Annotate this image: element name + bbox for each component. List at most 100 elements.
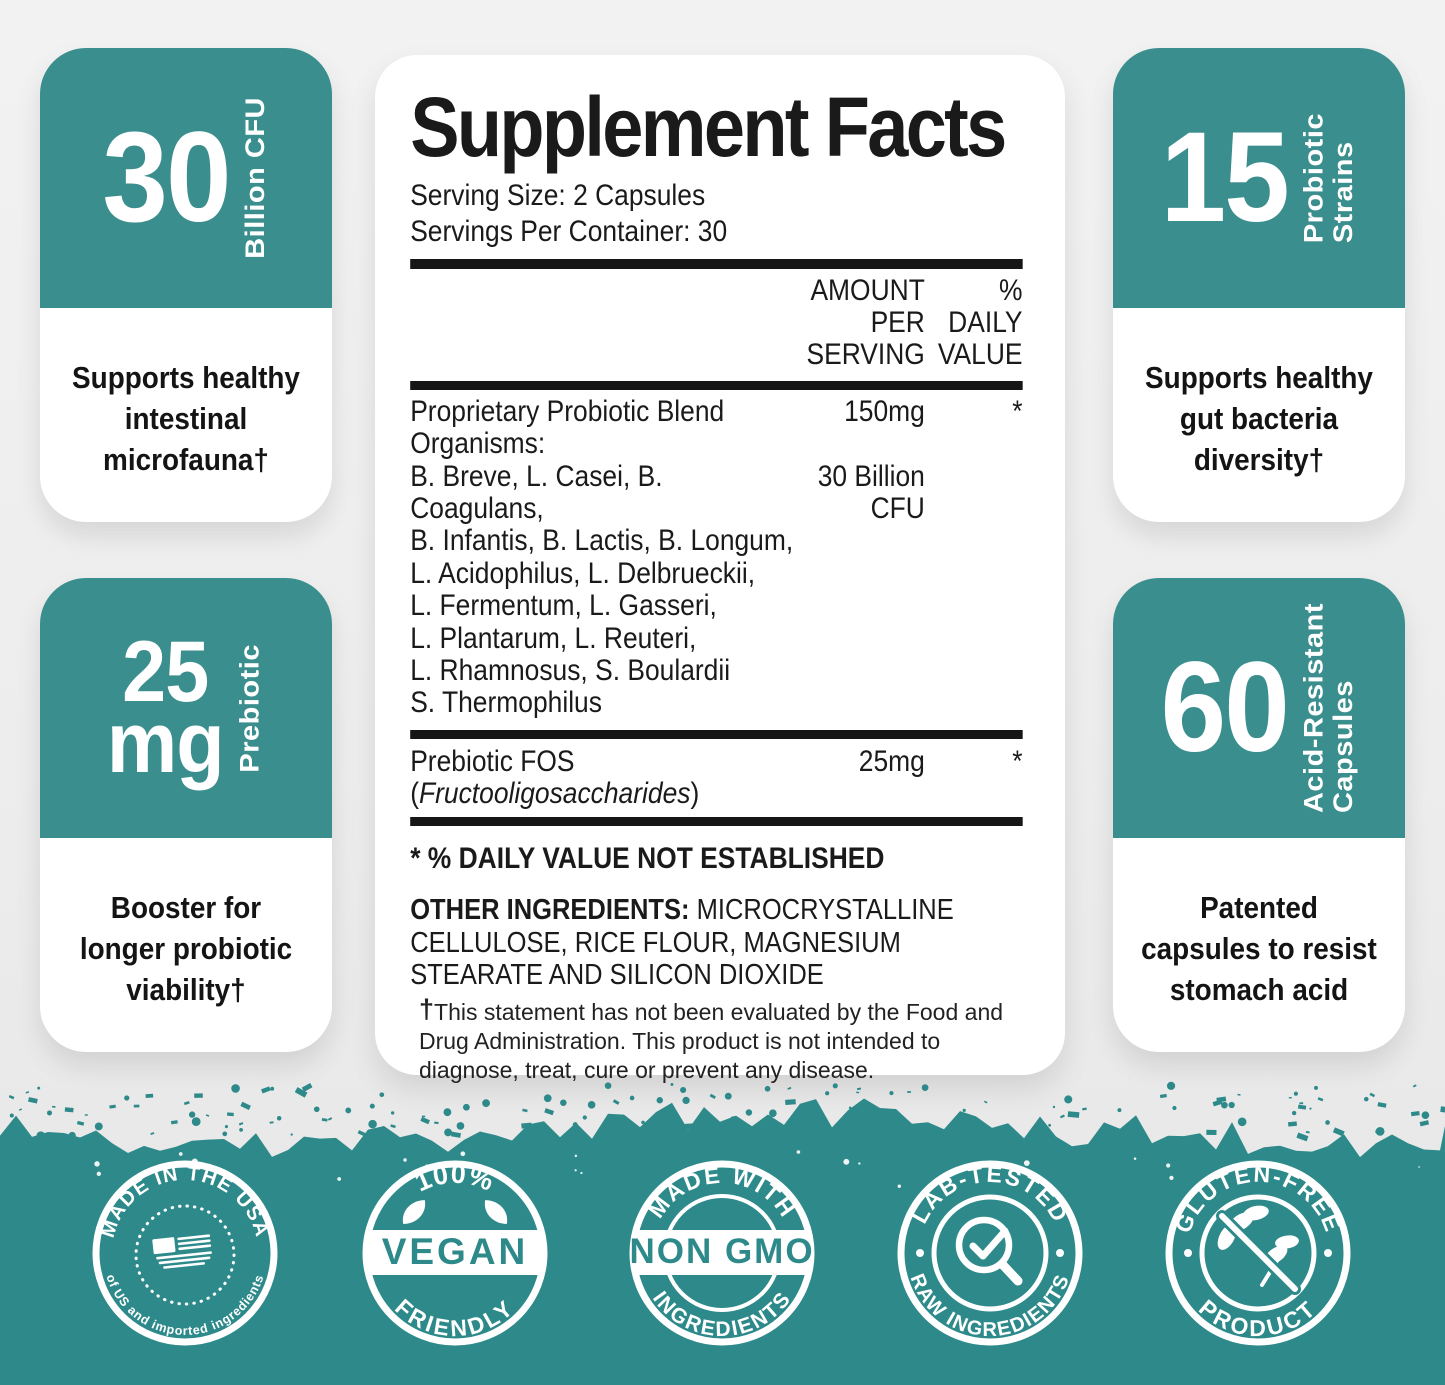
speckle: [301, 1083, 313, 1092]
blend-amount: 150mg: [844, 394, 925, 428]
speckle: [574, 1154, 578, 1158]
speckle: [897, 1184, 901, 1188]
speckle: [1291, 1110, 1297, 1116]
speckle: [178, 1152, 183, 1156]
speckle: [1117, 1108, 1122, 1113]
speckle: [345, 1107, 352, 1114]
stat-caption: Supports healthy gut bacteria diversity†: [1145, 360, 1373, 477]
stat-card-caption-area: Booster for longer probiotic viability†: [40, 838, 332, 1052]
speckle: [462, 1103, 470, 1111]
speckle: [666, 1111, 674, 1119]
speckle: [1332, 1127, 1345, 1137]
stat-card-30-billion-cfu: 30 Billion CFU Supports healthy intestin…: [40, 48, 332, 522]
dagger-symbol: †: [419, 993, 435, 1024]
speckle: [1059, 1114, 1065, 1119]
badge-made-in-usa: MADE IN THE USA of US and imported ingre…: [90, 1158, 280, 1348]
stat-card-25mg-prebiotic: 25 mg Prebiotic Booster for longer probi…: [40, 578, 332, 1052]
inner-circle: [1199, 1194, 1317, 1312]
speckle: [94, 1161, 100, 1167]
organism-line: B. Infantis, B. Lactis, B. Longum,: [410, 524, 794, 558]
speckle: [1048, 1123, 1052, 1127]
speckle: [170, 1120, 178, 1125]
speckle: [1369, 1092, 1376, 1098]
stat-card-caption-area: Supports healthy gut bacteria diversity†: [1113, 308, 1405, 522]
speckle: [205, 1114, 210, 1117]
speckle: [1297, 1104, 1307, 1110]
blend-name: Proprietary Probiotic Blend: [410, 394, 725, 428]
speckle: [962, 1108, 966, 1113]
speckle: [1296, 1132, 1309, 1142]
stat-caption: Supports healthy intestinal microfauna†: [72, 360, 300, 477]
speckle: [572, 1122, 578, 1128]
speckle: [921, 1084, 929, 1091]
speckle: [68, 1131, 76, 1140]
servings-per-container: Servings Per Container: 30: [410, 215, 728, 249]
speckle: [1440, 1106, 1445, 1114]
speckle: [76, 1120, 85, 1126]
speckle: [133, 1104, 140, 1108]
speckle: [1101, 1128, 1110, 1134]
organism-line: L. Plantarum, L. Reuteri,: [410, 621, 697, 655]
speckle: [670, 1082, 674, 1086]
speckle: [582, 1115, 587, 1120]
speckle: [313, 1106, 320, 1113]
speckle: [850, 1106, 858, 1112]
speckle: [1228, 1101, 1235, 1109]
speckle: [47, 1110, 53, 1116]
speckle: [421, 1115, 426, 1118]
speckle: [294, 1087, 308, 1098]
stat-card-teal-header: 15 Probiotic Strains: [1113, 48, 1405, 308]
divider-bar: [410, 380, 1023, 390]
speckle: [629, 1095, 635, 1101]
organisms-label: Organisms:: [410, 427, 546, 461]
divider-bar: [410, 729, 1023, 739]
speckle: [390, 1124, 396, 1129]
speckle: [1169, 1175, 1174, 1181]
stat-card-caption-area: Supports healthy intestinal microfauna†: [40, 308, 332, 522]
speckle: [52, 1105, 56, 1108]
speckle: [562, 1134, 574, 1142]
column-header-daily-value: % DAILY VALUE: [937, 274, 1023, 371]
stat-number-line2: mg: [107, 695, 225, 791]
speckle: [680, 1086, 687, 1094]
speckle: [194, 1093, 203, 1098]
stat-number: 60: [1160, 636, 1289, 780]
speckle: [832, 1083, 838, 1089]
organism-line: L. Rhamnosus, S. Boulardii: [410, 653, 731, 687]
speckle: [848, 1106, 852, 1110]
stat-unit-label: Strains: [1328, 141, 1359, 244]
fda-footnote-text: This statement has not been evaluated by…: [419, 998, 1004, 1083]
speckle: [403, 1158, 407, 1162]
speckle: [1313, 1085, 1318, 1090]
speckle: [434, 1121, 439, 1125]
speckle: [444, 1128, 452, 1137]
speckle: [420, 1116, 430, 1125]
other-ingredients-label: OTHER INGREDIENTS:: [410, 894, 690, 927]
speckle: [379, 1092, 385, 1098]
speckle: [1206, 1129, 1217, 1136]
speckle: [544, 1108, 555, 1116]
wheat-crossed-icon: [1216, 1205, 1301, 1295]
speckle: [369, 1103, 375, 1109]
speckle: [109, 1104, 116, 1109]
proprietary-blend-row: Proprietary Probiotic Blend 150mg * Orga…: [410, 394, 1022, 720]
speckle: [621, 1131, 625, 1134]
speckle: [522, 1108, 528, 1113]
side-dot: [1184, 1249, 1192, 1257]
speckle: [1133, 1157, 1137, 1160]
speckle: [84, 1114, 88, 1116]
speckle: [28, 1097, 38, 1104]
speckle: [856, 1091, 860, 1094]
daily-value-note: * % DAILY VALUE NOT ESTABLISHED: [410, 842, 885, 876]
speckle: [96, 1171, 102, 1177]
speckle: [785, 1099, 796, 1106]
badge-band: [635, 1230, 809, 1275]
speckle: [1023, 1160, 1030, 1166]
speckle: [756, 1124, 761, 1129]
speckle: [1288, 1096, 1292, 1099]
speckle: [1082, 1107, 1087, 1111]
fos-name-italic: Fructooligosaccharides: [419, 777, 691, 811]
leaves-icon: [402, 1200, 508, 1224]
speckle: [36, 1131, 46, 1141]
stat-unit-label: Prebiotic: [235, 643, 266, 773]
